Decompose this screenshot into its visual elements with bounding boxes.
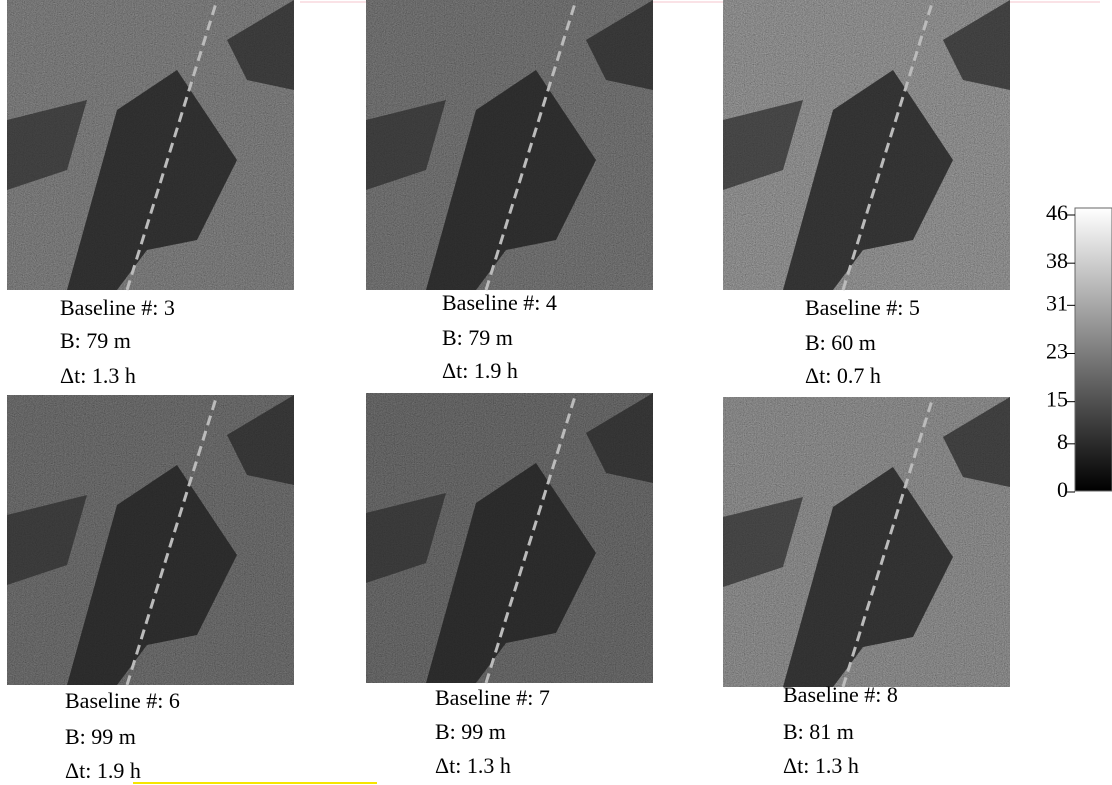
colorbar: [1075, 208, 1112, 491]
caption-baseline: Baseline #: 4: [442, 290, 557, 315]
caption-baseline: Baseline #: 7: [435, 685, 550, 710]
caption-b: B: 99 m: [435, 719, 506, 744]
caption-b: B: 79 m: [442, 325, 513, 350]
caption-dt: Δt: 0.7 h: [805, 363, 881, 388]
caption-b: B: 81 m: [783, 719, 854, 744]
caption-dt: Δt: 1.3 h: [783, 753, 859, 778]
sar-image: [7, 395, 294, 685]
caption-baseline: Baseline #: 3: [60, 295, 175, 320]
colorbar-tick-label: 38: [1046, 248, 1068, 273]
sar-image: [366, 0, 653, 290]
sar-image: [723, 397, 1010, 687]
caption-dt: Δt: 1.3 h: [60, 363, 136, 388]
colorbar-tick-label: 31: [1046, 290, 1068, 315]
caption-baseline: Baseline #: 5: [805, 295, 920, 320]
caption-b: B: 79 m: [60, 328, 131, 353]
colorbar-tick-label: 23: [1046, 339, 1068, 364]
caption-baseline: Baseline #: 6: [65, 688, 180, 713]
caption-dt: Δt: 1.3 h: [435, 753, 511, 778]
figure: Baseline #: 3 B: 79 m Δt: 1.3 h Baseline #:…: [0, 0, 1112, 785]
colorbar-tick-label: 15: [1046, 387, 1068, 412]
sar-image: [7, 0, 294, 290]
sar-image: [723, 0, 1010, 290]
caption-b: B: 99 m: [65, 724, 136, 749]
sar-image: [366, 393, 653, 683]
caption-baseline: Baseline #: 8: [783, 682, 898, 707]
caption-dt: Δt: 1.9 h: [65, 758, 141, 783]
colorbar-tick-label: 0: [1057, 477, 1068, 502]
caption-dt: Δt: 1.9 h: [442, 358, 518, 383]
colorbar-tick-label: 46: [1046, 200, 1068, 225]
colorbar-tick-label: 8: [1057, 429, 1068, 454]
caption-b: B: 60 m: [805, 330, 876, 355]
